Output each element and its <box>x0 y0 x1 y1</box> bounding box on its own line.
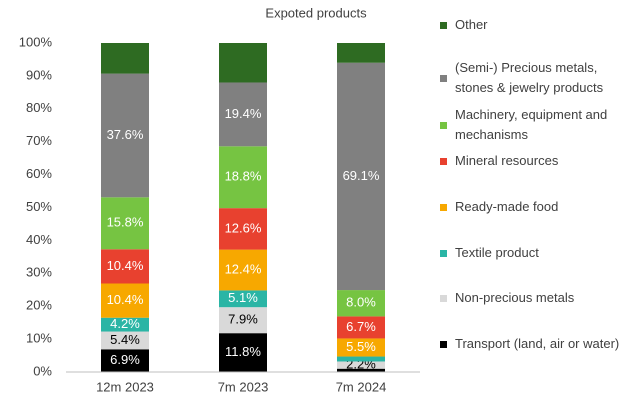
bar-segment <box>337 290 385 317</box>
data-label: 4.2% <box>110 316 140 331</box>
data-label: 10.4% <box>107 258 144 273</box>
data-label: 12.6% <box>225 220 262 235</box>
data-label: 69.1% <box>343 168 380 183</box>
x-tick-label: 7m 2024 <box>336 379 387 394</box>
legend-label: Mineral resources <box>455 153 559 168</box>
bar-segment <box>337 62 385 291</box>
legend-label: Other <box>455 17 488 32</box>
y-tick-label: 90% <box>26 67 52 82</box>
bar-segment <box>337 356 385 362</box>
legend-item: Machinery, equipment and mechanisms <box>436 105 620 145</box>
legend-item: Non-precious metals <box>436 288 620 308</box>
bar-segment <box>219 208 267 250</box>
y-tick-label: 0% <box>33 363 52 378</box>
data-label: 37.6% <box>107 127 144 142</box>
bar-segment <box>219 146 267 209</box>
legend-label: (Semi-) Precious metals, stones & jewelr… <box>455 60 604 95</box>
legend-swatch <box>440 121 447 129</box>
y-tick-label: 70% <box>26 133 52 148</box>
bar-segment <box>337 338 385 357</box>
y-tick-label: 80% <box>26 100 52 115</box>
legend-swatch <box>440 157 447 165</box>
y-tick-label: 10% <box>26 331 52 346</box>
data-label: 5.4% <box>110 332 140 347</box>
bar-segment <box>101 349 149 372</box>
data-label: 10.4% <box>107 292 144 307</box>
legend-item: Mineral resources <box>436 151 620 171</box>
legend-swatch <box>440 203 447 211</box>
bar-segment <box>337 316 385 339</box>
data-label: 6.7% <box>346 319 376 334</box>
y-tick-label: 30% <box>26 265 52 280</box>
data-label: 6.9% <box>110 352 140 367</box>
bar-segment <box>337 368 385 372</box>
legend-label: Machinery, equipment and mechanisms <box>455 107 608 142</box>
legend-item: Other <box>436 15 620 35</box>
data-label: 5.1% <box>228 290 258 305</box>
bar-segment <box>219 249 267 291</box>
y-tick-label: 100% <box>19 34 53 49</box>
legend-label: Textile product <box>455 245 539 260</box>
x-tick-label: 7m 2023 <box>218 379 269 394</box>
y-tick-label: 60% <box>26 166 52 181</box>
data-label: 18.8% <box>225 169 262 184</box>
y-tick-label: 40% <box>26 232 52 247</box>
bar-segment <box>101 43 149 74</box>
legend-item: Textile product <box>436 243 620 263</box>
legend-swatch <box>440 21 447 29</box>
legend-item: (Semi-) Precious metals, stones & jewelr… <box>436 58 620 98</box>
legend-item: Transport (land, air or water) <box>436 334 620 354</box>
data-label: 15.8% <box>107 215 144 230</box>
data-label: 11.8% <box>225 344 261 359</box>
bar-segment <box>219 290 267 308</box>
legend-label: Ready-made food <box>455 199 559 214</box>
y-tick-label: 20% <box>26 298 52 313</box>
bar-segment <box>219 43 267 83</box>
y-tick-label: 50% <box>26 199 52 214</box>
bar-segment <box>101 317 149 332</box>
bar-segment <box>101 249 149 284</box>
legend-label: Transport (land, air or water) <box>455 336 620 351</box>
legend-label: Non-precious metals <box>455 290 575 305</box>
chart-title: Expoted products <box>265 5 367 20</box>
legend-swatch <box>440 340 447 348</box>
bar-segment <box>101 197 149 250</box>
data-label: 8.0% <box>346 295 376 310</box>
bar-segment <box>101 283 149 318</box>
data-label: 19.4% <box>225 106 262 121</box>
bar-segment <box>101 331 149 350</box>
legend-swatch <box>440 249 447 257</box>
bar-segment <box>337 43 385 63</box>
bar-segment <box>219 82 267 147</box>
bar-segment <box>219 333 267 372</box>
legend-swatch <box>440 74 447 82</box>
bar-segment <box>219 307 267 334</box>
data-label: 5.5% <box>346 339 376 354</box>
x-tick-label: 12m 2023 <box>96 379 154 394</box>
data-label: 7.9% <box>228 312 258 327</box>
legend-item: Ready-made food <box>436 197 620 217</box>
data-label: 12.4% <box>225 261 262 276</box>
legend-swatch <box>440 294 447 302</box>
bar-segment <box>101 73 149 198</box>
bar-segment <box>337 361 385 369</box>
